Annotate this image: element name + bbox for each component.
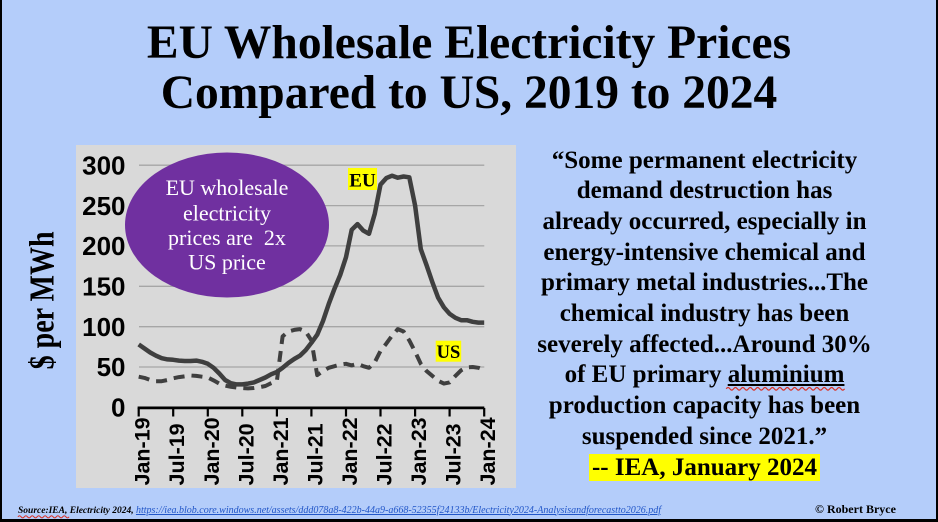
svg-text:50: 50 xyxy=(97,352,126,382)
svg-text:0: 0 xyxy=(111,393,125,423)
svg-text:Jan-20: Jan-20 xyxy=(200,417,224,485)
svg-text:Jul-23: Jul-23 xyxy=(442,423,466,485)
svg-text:Jan-19: Jan-19 xyxy=(131,417,155,485)
svg-text:Jan-22: Jan-22 xyxy=(338,417,362,485)
svg-text:prices are 2x: prices are 2x xyxy=(168,225,286,250)
svg-text:Jan-21: Jan-21 xyxy=(269,417,293,485)
svg-text:150: 150 xyxy=(82,272,125,302)
svg-text:250: 250 xyxy=(82,191,125,221)
svg-text:US: US xyxy=(437,343,461,363)
svg-text:US price: US price xyxy=(188,250,266,275)
svg-text:100: 100 xyxy=(82,312,125,342)
svg-text:Jan-24: Jan-24 xyxy=(476,417,500,485)
svg-text:EU: EU xyxy=(349,171,376,192)
svg-text:$ per MWh: $ per MWh xyxy=(23,231,62,369)
svg-text:200: 200 xyxy=(82,231,125,261)
svg-text:Jan-23: Jan-23 xyxy=(407,417,431,485)
svg-text:Jul-20: Jul-20 xyxy=(234,423,258,485)
svg-text:Jul-21: Jul-21 xyxy=(303,423,327,485)
svg-text:Jul-19: Jul-19 xyxy=(165,423,189,485)
svg-text:300: 300 xyxy=(82,150,125,180)
svg-text:electricity: electricity xyxy=(183,201,271,226)
svg-text:Jul-22: Jul-22 xyxy=(373,423,397,485)
svg-text:EU wholesale: EU wholesale xyxy=(166,175,289,200)
